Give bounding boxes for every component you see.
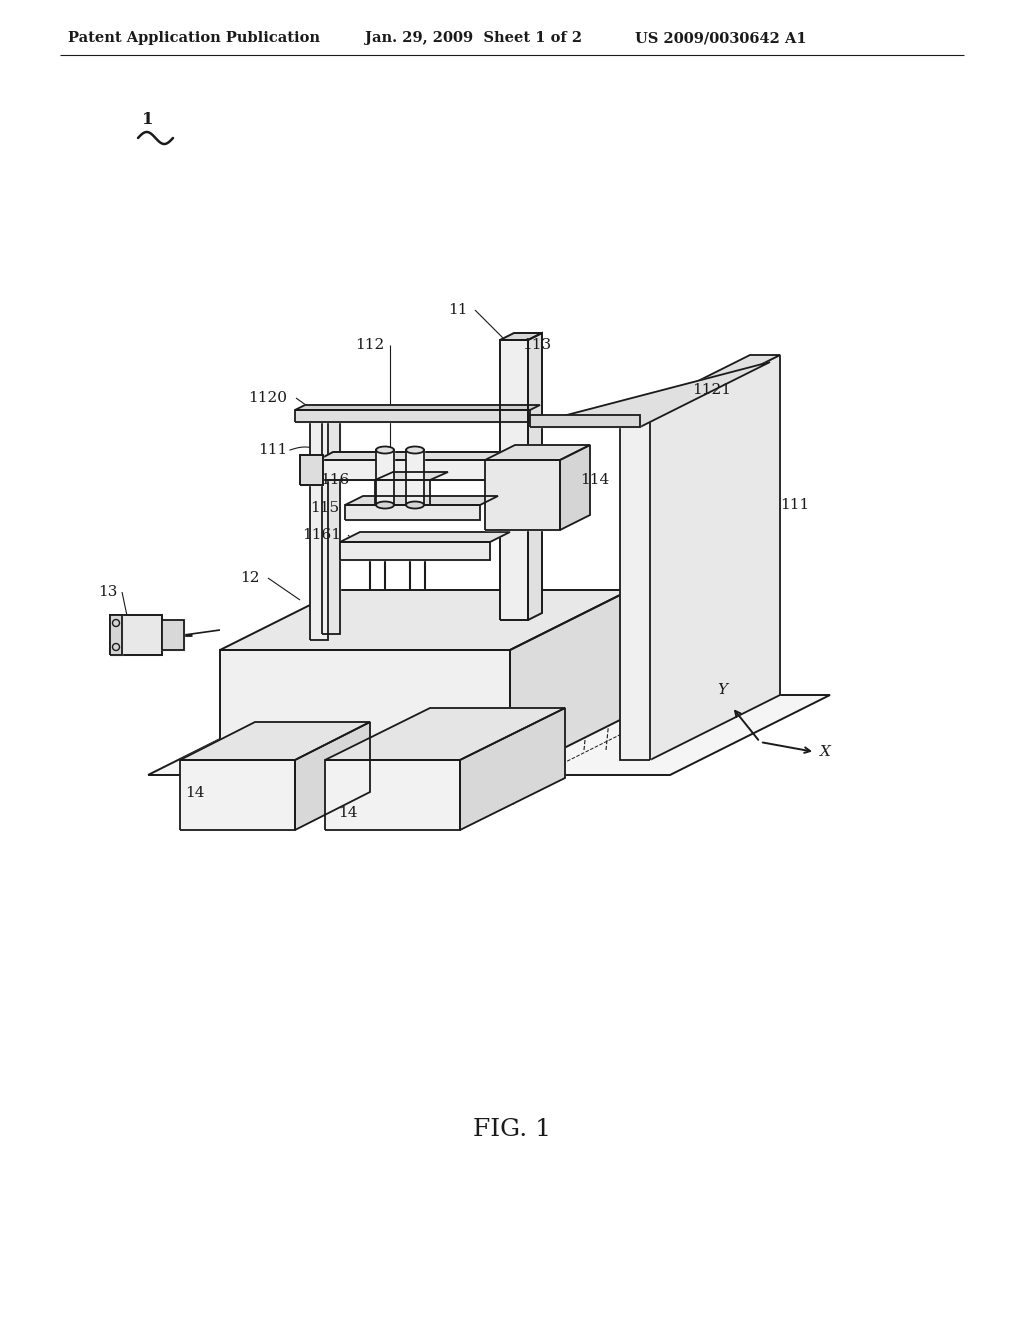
- Polygon shape: [560, 445, 590, 531]
- Text: 12: 12: [240, 572, 259, 585]
- Polygon shape: [515, 455, 542, 484]
- Polygon shape: [318, 459, 520, 480]
- Text: 112: 112: [355, 338, 384, 352]
- Polygon shape: [318, 451, 535, 459]
- Polygon shape: [620, 355, 780, 420]
- Text: 14: 14: [338, 807, 357, 820]
- Polygon shape: [375, 480, 430, 506]
- Polygon shape: [322, 414, 340, 634]
- Polygon shape: [510, 590, 630, 775]
- Text: Jan. 29, 2009  Sheet 1 of 2: Jan. 29, 2009 Sheet 1 of 2: [365, 30, 582, 45]
- Text: 1121: 1121: [692, 383, 731, 397]
- Polygon shape: [376, 450, 394, 506]
- Text: 111: 111: [780, 498, 809, 512]
- Text: 1: 1: [142, 111, 154, 128]
- Text: 114: 114: [580, 473, 609, 487]
- Polygon shape: [180, 760, 295, 830]
- Text: 115: 115: [310, 502, 339, 515]
- Polygon shape: [220, 590, 630, 649]
- Polygon shape: [340, 543, 490, 560]
- Polygon shape: [148, 696, 830, 775]
- Text: Patent Application Publication: Patent Application Publication: [68, 30, 319, 45]
- Text: Y: Y: [717, 682, 727, 697]
- Polygon shape: [310, 420, 328, 640]
- Text: 113: 113: [522, 338, 551, 352]
- Text: 1120: 1120: [248, 391, 287, 405]
- Polygon shape: [485, 459, 560, 531]
- Polygon shape: [162, 620, 184, 649]
- Polygon shape: [528, 333, 542, 620]
- Polygon shape: [110, 615, 162, 655]
- Text: US 2009/0030642 A1: US 2009/0030642 A1: [635, 30, 807, 45]
- Polygon shape: [300, 455, 323, 484]
- Text: 14: 14: [185, 785, 205, 800]
- Polygon shape: [650, 355, 780, 760]
- Polygon shape: [345, 506, 480, 520]
- Text: 111: 111: [258, 444, 288, 457]
- Polygon shape: [110, 615, 122, 655]
- Text: FIG. 1: FIG. 1: [473, 1118, 551, 1142]
- Polygon shape: [220, 649, 510, 775]
- Polygon shape: [530, 362, 770, 426]
- Polygon shape: [620, 420, 650, 760]
- Text: 1161: 1161: [302, 528, 341, 543]
- Polygon shape: [500, 333, 542, 341]
- Polygon shape: [485, 445, 590, 459]
- Polygon shape: [500, 341, 528, 620]
- Polygon shape: [340, 532, 510, 543]
- Text: 11: 11: [449, 304, 468, 317]
- Text: 13: 13: [98, 585, 118, 599]
- Ellipse shape: [406, 502, 424, 508]
- Ellipse shape: [376, 446, 394, 454]
- Text: X: X: [820, 744, 830, 759]
- Text: 116: 116: [319, 473, 349, 487]
- Polygon shape: [460, 708, 565, 830]
- Polygon shape: [325, 708, 565, 760]
- Polygon shape: [180, 722, 370, 760]
- Polygon shape: [406, 450, 424, 506]
- Polygon shape: [345, 496, 498, 506]
- Polygon shape: [295, 405, 540, 411]
- Polygon shape: [375, 473, 449, 480]
- Polygon shape: [295, 411, 530, 422]
- Polygon shape: [295, 722, 370, 830]
- Polygon shape: [325, 760, 460, 830]
- Ellipse shape: [406, 446, 424, 454]
- Polygon shape: [530, 414, 640, 426]
- Ellipse shape: [376, 502, 394, 508]
